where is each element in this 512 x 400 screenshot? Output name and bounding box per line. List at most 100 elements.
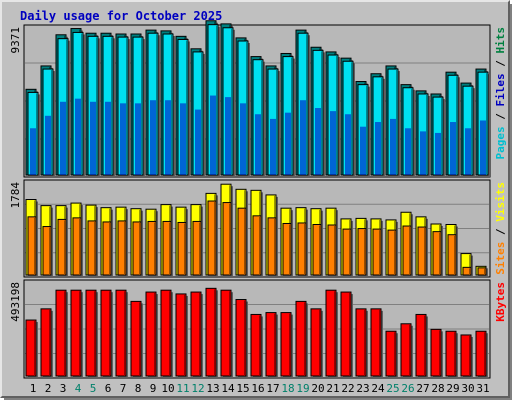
sites-bar bbox=[297, 222, 308, 277]
legend-visits-0: Sites bbox=[494, 242, 507, 275]
x-tick-label: 4 bbox=[75, 382, 82, 395]
legend-hits-3: / bbox=[494, 54, 507, 74]
kbytes-bar bbox=[205, 287, 218, 378]
kbytes-bar bbox=[160, 289, 173, 378]
x-tick-label: 16 bbox=[251, 382, 264, 395]
x-tick-label: 23 bbox=[356, 382, 369, 395]
x-tick-label: 26 bbox=[401, 382, 414, 395]
sites-bar bbox=[477, 267, 488, 277]
files-bar bbox=[465, 128, 471, 175]
files-bar bbox=[120, 103, 126, 175]
sites-bar bbox=[417, 226, 428, 277]
x-tick-label: 10 bbox=[161, 382, 174, 395]
panel-kbytes-legend: KBytes bbox=[494, 282, 507, 322]
kbytes-bar bbox=[85, 289, 98, 378]
sites-bar bbox=[222, 202, 233, 277]
files-bar bbox=[480, 120, 486, 175]
sites-bar bbox=[87, 220, 98, 277]
sites-bar bbox=[207, 200, 218, 277]
files-bar bbox=[450, 122, 456, 175]
legend-visits-2: Visits bbox=[494, 182, 507, 222]
sites-bar bbox=[237, 207, 248, 277]
files-bar bbox=[210, 95, 216, 175]
sites-bar bbox=[102, 221, 113, 277]
sites-bar bbox=[432, 231, 443, 277]
kbytes-bar bbox=[250, 313, 263, 378]
sites-bar bbox=[72, 217, 83, 277]
x-tick-label: 6 bbox=[105, 382, 112, 395]
sites-bar bbox=[132, 221, 143, 277]
x-axis-labels: 1 2 3 4 5 6 7 8 9 10 11 12 13 14 15 16 17 18 19 20 21 22 23 24 2… bbox=[30, 382, 490, 395]
kbytes-bar bbox=[190, 291, 203, 378]
files-bar bbox=[360, 126, 366, 175]
x-tick-label: 18 bbox=[281, 382, 294, 395]
files-bar bbox=[345, 114, 351, 175]
frame-shadow-bottom bbox=[4, 398, 512, 400]
sites-bar bbox=[462, 266, 473, 277]
chart-panels: 9371 Pages / Files / Hits 1784 Sites / Visi… bbox=[9, 20, 507, 379]
x-tick-label: 8 bbox=[135, 382, 142, 395]
files-bar bbox=[165, 100, 171, 175]
x-tick-label: 9 bbox=[150, 382, 157, 395]
kbytes-bar bbox=[400, 323, 413, 378]
files-bar bbox=[330, 111, 336, 175]
files-bar bbox=[30, 128, 36, 175]
x-tick-label: 13 bbox=[206, 382, 219, 395]
kbytes-bar bbox=[475, 330, 488, 378]
kbytes-bar bbox=[355, 308, 368, 378]
kbytes-bar bbox=[115, 289, 128, 378]
x-tick-label: 3 bbox=[60, 382, 67, 395]
kbytes-bar bbox=[175, 293, 188, 378]
sites-bar bbox=[162, 220, 173, 277]
panel-kbytes: 493198 KBytes bbox=[9, 279, 507, 379]
x-tick-label: 11 bbox=[176, 382, 189, 395]
files-bar bbox=[285, 112, 291, 175]
sites-bar bbox=[267, 217, 278, 277]
kbytes-bar bbox=[445, 330, 458, 378]
sites-bar bbox=[192, 220, 203, 277]
kbytes-bar bbox=[430, 328, 443, 378]
files-bar bbox=[60, 101, 66, 175]
kbytes-bar bbox=[340, 291, 353, 378]
kbytes-bar bbox=[460, 334, 473, 378]
files-bar bbox=[405, 128, 411, 175]
x-tick-label: 21 bbox=[326, 382, 339, 395]
panel-visits-max-label: 1784 bbox=[9, 182, 22, 209]
files-bar bbox=[435, 132, 441, 175]
kbytes-bar bbox=[265, 312, 278, 378]
panel-hits-legend: Pages / Files / Hits bbox=[494, 27, 507, 160]
x-tick-label: 7 bbox=[120, 382, 127, 395]
legend-hits-2: Files bbox=[494, 73, 507, 106]
kbytes-bar bbox=[370, 308, 383, 378]
sites-bar bbox=[177, 221, 188, 277]
x-tick-label: 2 bbox=[45, 382, 52, 395]
sites-bar bbox=[27, 216, 38, 277]
files-bar bbox=[45, 115, 51, 175]
kbytes-bar bbox=[130, 300, 143, 378]
sites-bar bbox=[147, 220, 158, 277]
files-bar bbox=[240, 103, 246, 175]
kbytes-bar bbox=[385, 330, 398, 378]
kbytes-bar bbox=[415, 313, 428, 378]
legend-hits-0: Pages bbox=[494, 126, 507, 159]
legend-hits-1: / bbox=[494, 107, 507, 127]
files-bar bbox=[105, 101, 111, 175]
files-bar bbox=[90, 101, 96, 175]
chart-title: Daily usage for October 2025 bbox=[20, 9, 222, 23]
files-bar bbox=[75, 98, 81, 175]
panel-visits: 1784 Sites / Visits bbox=[9, 179, 507, 278]
files-bar bbox=[255, 114, 261, 175]
sites-bar bbox=[402, 225, 413, 277]
frame-shadow-right bbox=[510, 4, 512, 400]
sites-bar bbox=[117, 220, 128, 277]
sites-bar bbox=[372, 228, 383, 277]
sites-bar bbox=[57, 218, 68, 277]
panel-hits: 9371 Pages / Files / Hits bbox=[9, 20, 507, 178]
files-bar bbox=[225, 97, 231, 175]
x-tick-label: 12 bbox=[191, 382, 204, 395]
x-tick-label: 5 bbox=[90, 382, 97, 395]
files-bar bbox=[390, 118, 396, 175]
kbytes-bar bbox=[70, 289, 83, 378]
sites-bar bbox=[447, 234, 458, 277]
